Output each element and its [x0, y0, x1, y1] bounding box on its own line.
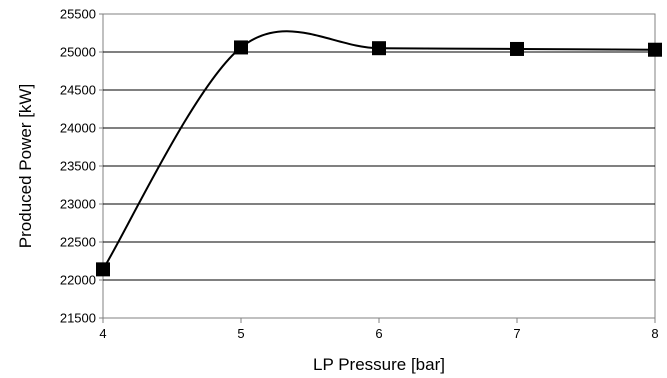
x-axis-title: LP Pressure [bar] — [313, 355, 445, 374]
x-tick-label: 7 — [513, 326, 520, 341]
x-tick-label: 8 — [651, 326, 658, 341]
y-tick-label: 22500 — [60, 235, 96, 250]
series-line — [102, 30, 656, 270]
data-point-marker — [234, 40, 248, 55]
x-axis-ticks: 4 5 6 7 8 — [99, 318, 659, 341]
y-axis-ticks: 21500 22000 22500 23000 23500 24000 24500 25000… — [60, 7, 103, 326]
y-tick-label: 25500 — [60, 7, 96, 22]
x-tick-label: 4 — [99, 326, 106, 341]
data-point-marker — [510, 41, 524, 56]
y-tick-label: 23000 — [60, 197, 96, 212]
y-axis-title: Produced Power [kW] — [16, 84, 35, 248]
grid-lines — [103, 51, 655, 281]
x-tick-label: 6 — [375, 326, 382, 341]
y-tick-label: 21500 — [60, 311, 96, 326]
series-markers — [96, 40, 662, 277]
data-point-marker — [372, 41, 386, 56]
y-tick-label: 22000 — [60, 273, 96, 288]
y-tick-label: 23500 — [60, 159, 96, 174]
data-point-marker — [96, 262, 110, 277]
y-tick-label: 24500 — [60, 83, 96, 98]
y-tick-label: 25000 — [60, 45, 96, 60]
x-tick-label: 5 — [237, 326, 244, 341]
data-point-marker — [648, 42, 662, 57]
y-tick-label: 24000 — [60, 121, 96, 136]
